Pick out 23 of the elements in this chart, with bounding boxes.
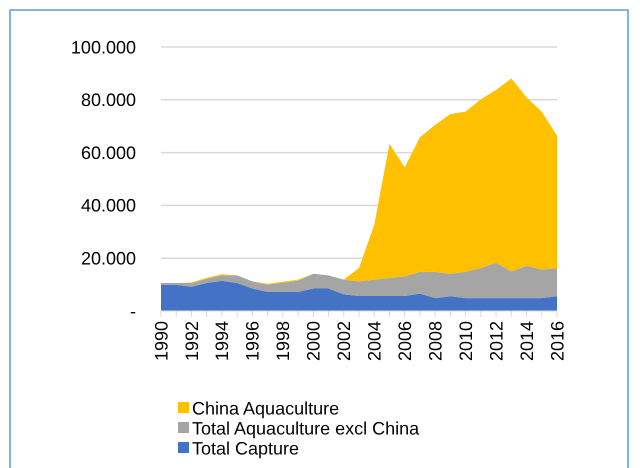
x-tick-label: 2000 — [304, 321, 324, 362]
y-tick-label: 80.000 — [80, 90, 136, 110]
x-tick-label: 1990 — [151, 321, 172, 362]
y-tick-label: 60.000 — [80, 142, 136, 163]
y-tick-label: - — [130, 301, 136, 322]
x-tick-label: 2006 — [394, 321, 415, 362]
x-tick-label: 2010 — [456, 321, 476, 362]
y-tick-label: 100.000 — [70, 37, 136, 58]
x-tick-label: 2008 — [425, 321, 446, 362]
x-tick-label: 2012 — [486, 321, 506, 362]
legend-label: China Aquaculture — [192, 398, 340, 418]
x-tick-label: 1998 — [273, 321, 294, 362]
x-tick-label: 2004 — [364, 321, 385, 362]
x-tick-label: 1996 — [242, 321, 263, 362]
x-tick-label: 1992 — [182, 321, 202, 362]
y-tick-label: 40.000 — [80, 196, 136, 216]
x-tick-label: 1994 — [212, 321, 232, 362]
x-tick-label: 2016 — [547, 321, 568, 362]
x-tick-label: 2014 — [516, 321, 537, 362]
y-tick-label: 20.000 — [80, 248, 136, 268]
x-tick-label: 2002 — [334, 321, 354, 362]
legend-label: Total Capture — [192, 438, 300, 458]
legend-label: Total Aquaculture excl China — [192, 418, 420, 438]
